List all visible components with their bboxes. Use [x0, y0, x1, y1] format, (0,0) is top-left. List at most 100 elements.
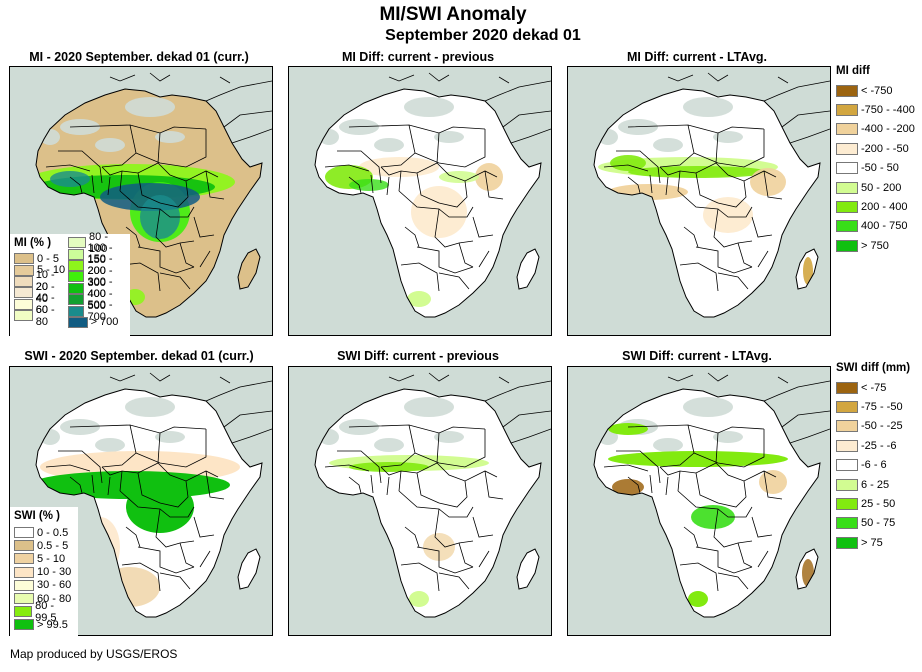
legend-item: 200 - 400 — [836, 197, 915, 216]
country-border — [695, 172, 719, 204]
country-border — [763, 170, 783, 200]
legend-label: 80 - 99.5 — [35, 599, 57, 624]
legend-swatch — [836, 123, 858, 136]
country-border — [137, 246, 195, 274]
land-mass — [594, 89, 820, 317]
country-border — [717, 180, 747, 208]
land-mass — [315, 389, 541, 617]
country-border — [58, 150, 103, 184]
legend-swatch — [14, 579, 34, 591]
legend-label: < -75 — [861, 381, 887, 394]
coastline — [35, 388, 263, 618]
country-border — [683, 526, 699, 548]
value-region — [349, 462, 429, 472]
legend-item: 10 - 30 — [14, 566, 74, 579]
legend-item: 5 - 10 — [14, 264, 68, 276]
legend-label: 100 - 150 — [87, 242, 113, 267]
legend-label: -75 - -50 — [861, 401, 903, 414]
country-border — [434, 208, 474, 248]
country-border — [416, 172, 440, 204]
no-data-area — [40, 129, 60, 145]
country-border — [91, 174, 95, 194]
country-border — [458, 542, 474, 568]
legend-mi-diff: MI diff < -750 -750 - -400 -400 - -200 -200… — [836, 65, 915, 256]
legend-item: 60 - 80 — [14, 304, 68, 328]
country-border — [679, 262, 719, 292]
country-border — [125, 226, 141, 248]
country-border — [205, 470, 225, 500]
legend-label: 500 - 700 — [87, 299, 113, 324]
country-border — [436, 432, 440, 464]
country-border — [107, 476, 111, 496]
legend-mi-percent-title: MI (% ) — [14, 237, 52, 249]
country-border — [438, 272, 470, 290]
legend-label: > 750 — [861, 239, 889, 252]
country-border — [159, 180, 189, 208]
legend-label: 5 - 10 — [37, 552, 66, 565]
country-border — [121, 562, 161, 592]
no-data-area — [374, 138, 404, 152]
country-border — [695, 546, 753, 574]
legend-item: 60 - 80 — [14, 592, 74, 605]
country-border — [416, 472, 440, 504]
map-swi-diff-ltavg — [567, 366, 831, 636]
country-border — [119, 170, 123, 192]
no-data-area — [374, 438, 404, 452]
legend-swatch — [14, 593, 34, 605]
legend-label: 150 - 200 — [87, 253, 113, 278]
legend-label: 0.5 - 5 — [37, 539, 69, 552]
country-border — [478, 550, 490, 568]
country-border — [458, 242, 474, 268]
legend-swatch — [836, 439, 858, 452]
legend-swatch — [14, 298, 33, 310]
legend-swatch — [67, 305, 85, 317]
country-border — [159, 572, 191, 590]
legend-swatch — [14, 566, 34, 578]
country-border — [159, 272, 191, 290]
legend-label: 80 - 100 — [89, 230, 109, 255]
coastline — [593, 388, 821, 618]
country-border — [137, 472, 161, 504]
no-data-area — [125, 397, 175, 417]
country-border — [713, 508, 753, 548]
value-region — [126, 481, 194, 533]
value-region — [750, 168, 786, 196]
value-region — [439, 171, 479, 183]
legend-item: 6 - 25 — [836, 475, 910, 494]
legend-swatch — [14, 527, 34, 539]
legend-swatch — [67, 248, 85, 260]
no-data-area — [40, 429, 60, 445]
country-border — [679, 562, 719, 592]
no-data-area — [653, 138, 683, 152]
value-region — [759, 470, 787, 494]
country-border — [627, 176, 641, 194]
country-border — [677, 170, 681, 192]
country-border — [348, 476, 362, 494]
value-region — [703, 197, 753, 233]
value-region — [407, 291, 431, 307]
legend-item: 0 - 0.5 — [14, 526, 74, 539]
legend-item: 0 - 5 — [14, 253, 68, 265]
legend-item: -25 - -6 — [836, 436, 910, 455]
legend-item: 200 - 300 — [67, 265, 126, 289]
legend-item: 50 - 75 — [836, 514, 910, 533]
legend-label: > 700 — [90, 316, 119, 329]
legend-item: 25 - 50 — [836, 494, 910, 513]
country-border — [159, 480, 189, 508]
legend-swatch — [836, 84, 858, 97]
coastline — [35, 88, 263, 318]
legend-swatch — [67, 237, 87, 249]
country-border — [683, 226, 699, 248]
country-border — [603, 464, 649, 472]
legend-item: > 700 — [67, 316, 126, 329]
country-border — [693, 429, 765, 468]
country-border — [436, 132, 440, 164]
country-border — [713, 208, 753, 248]
country-border — [757, 550, 769, 568]
country-border — [157, 132, 161, 164]
country-border — [45, 164, 91, 172]
country-border — [737, 542, 753, 568]
legend-swi-diff-title: SWI diff (mm) — [836, 362, 911, 374]
country-border — [695, 246, 753, 274]
country-border — [404, 226, 420, 248]
